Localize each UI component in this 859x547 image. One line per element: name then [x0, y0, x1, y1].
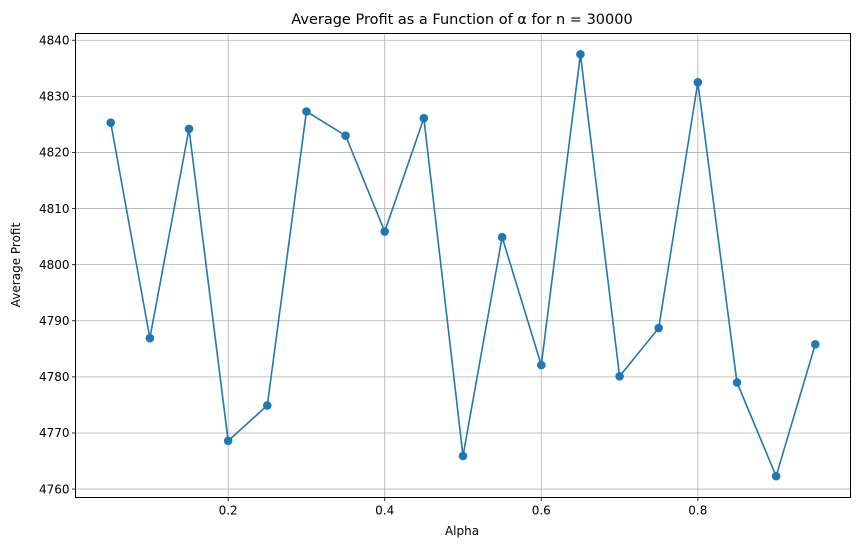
x-tick-label: 0.8: [688, 504, 707, 518]
y-tick-label: 4790: [39, 314, 70, 328]
x-tick-label: 0.4: [375, 504, 394, 518]
data-series: [106, 49, 820, 481]
y-tick-label: 4830: [39, 90, 70, 104]
data-point: [732, 378, 742, 387]
y-tick-label: 4820: [39, 146, 70, 160]
x-axis-label: Alpha: [445, 524, 479, 538]
y-axis-ticks: 4760 4770 4780 4790 4800 4810 4820 4830 4840: [39, 33, 76, 496]
data-point: [184, 124, 194, 134]
y-tick-label: 4780: [39, 370, 70, 384]
chart-title: Average Profit as a Function of α for n …: [291, 12, 632, 28]
data-point: [536, 360, 546, 370]
y-tick-label: 4760: [39, 482, 70, 496]
y-axis-label: Average Profit: [9, 223, 23, 308]
data-point: [145, 333, 155, 343]
y-tick-label: 4840: [39, 33, 70, 47]
x-axis-ticks: 0.2 0.4 0.6 0.8: [219, 497, 707, 518]
y-tick-label: 4800: [39, 258, 70, 272]
data-point: [341, 131, 350, 140]
data-point: [458, 451, 468, 461]
data-point: [106, 118, 116, 128]
data-point: [380, 227, 390, 236]
data-point: [419, 113, 429, 123]
data-point: [615, 372, 624, 381]
x-tick-label: 0.2: [219, 504, 238, 518]
y-tick-label: 4810: [39, 202, 70, 216]
grid-lines: [75, 33, 851, 498]
data-point: [810, 340, 820, 349]
data-point: [497, 232, 507, 242]
plot-area-frame: [75, 33, 851, 498]
data-point: [693, 78, 703, 87]
data-point: [262, 401, 272, 410]
data-point: [771, 471, 781, 481]
x-tick-label: 0.6: [532, 504, 551, 518]
data-point: [302, 107, 311, 116]
data-point: [576, 49, 585, 59]
data-point: [654, 323, 664, 333]
y-tick-label: 4770: [39, 426, 70, 440]
data-point: [223, 436, 233, 446]
